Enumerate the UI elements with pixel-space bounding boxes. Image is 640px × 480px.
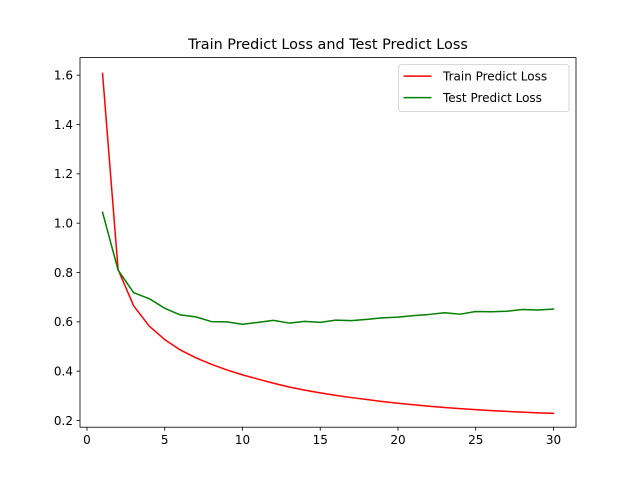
x-tick-label: 30 <box>546 433 561 447</box>
y-tick-label: 0.2 <box>54 414 73 428</box>
series-layer <box>101 72 555 415</box>
y-tick-label: 0.8 <box>54 266 73 280</box>
legend-label: Test Predict Loss <box>442 91 542 105</box>
series-line-train-predict-loss <box>101 72 555 415</box>
plot-area-frame <box>79 57 577 428</box>
y-axis: 0.2 0.4 0.6 0.8 1.0 1.2 1.4 1.6 <box>54 68 80 428</box>
x-tick-label: 10 <box>235 433 250 447</box>
x-axis: 0 5 10 15 20 25 30 <box>83 427 561 447</box>
legend-label: Train Predict Loss <box>442 69 547 83</box>
y-tick-label: 1.2 <box>54 167 73 181</box>
x-tick-label: 25 <box>468 433 483 447</box>
y-tick-label: 1.0 <box>54 216 73 230</box>
y-tick-label: 0.4 <box>54 364 73 378</box>
y-tick-label: 1.4 <box>54 118 73 132</box>
legend-frame <box>398 64 570 112</box>
x-tick-label: 15 <box>313 433 328 447</box>
y-tick-label: 0.6 <box>54 315 73 329</box>
chart-title: Train Predict Loss and Test Predict Loss <box>187 37 468 53</box>
series-line-test-predict-loss <box>101 211 555 326</box>
x-tick-label: 20 <box>390 433 405 447</box>
legend: Train Predict Loss Test Predict Loss <box>398 64 570 112</box>
x-tick-label: 5 <box>161 433 169 447</box>
y-tick-label: 1.6 <box>54 68 73 82</box>
x-tick-label: 0 <box>83 433 91 447</box>
